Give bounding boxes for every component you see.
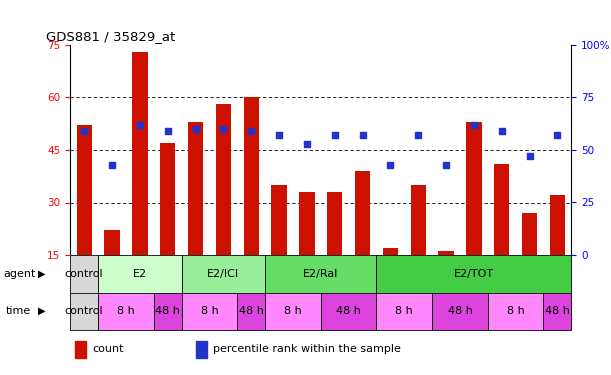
Text: GDS881 / 35829_at: GDS881 / 35829_at — [46, 30, 175, 43]
Bar — [411, 185, 426, 255]
Bar — [98, 292, 154, 330]
Text: 48 h: 48 h — [239, 306, 263, 316]
Bar — [75, 341, 86, 358]
Text: E2/TOT: E2/TOT — [454, 269, 494, 279]
Point — [79, 128, 89, 134]
Point — [163, 128, 172, 134]
Bar — [237, 292, 265, 330]
Bar — [382, 248, 398, 255]
Text: 8 h: 8 h — [117, 306, 135, 316]
Point — [525, 153, 535, 159]
Text: 8 h: 8 h — [395, 306, 413, 316]
Bar — [550, 195, 565, 255]
Point — [413, 132, 423, 138]
Point — [469, 122, 479, 128]
Bar — [321, 292, 376, 330]
Bar — [265, 292, 321, 330]
Text: 48 h: 48 h — [336, 306, 361, 316]
Text: 48 h: 48 h — [545, 306, 570, 316]
Bar — [543, 292, 571, 330]
Bar — [494, 164, 510, 255]
Text: 8 h: 8 h — [200, 306, 218, 316]
Bar — [244, 98, 259, 255]
Bar — [438, 252, 454, 255]
Point — [219, 126, 229, 132]
Bar — [132, 52, 147, 255]
Bar — [104, 231, 120, 255]
Point — [191, 126, 200, 132]
Text: E2/Ral: E2/Ral — [303, 269, 338, 279]
Point — [246, 128, 256, 134]
Bar — [70, 292, 98, 330]
Bar — [488, 292, 543, 330]
Text: time: time — [5, 306, 31, 316]
Text: ▶: ▶ — [38, 269, 45, 279]
Point — [330, 132, 340, 138]
Text: count: count — [93, 344, 124, 354]
Text: control: control — [65, 306, 103, 316]
Text: agent: agent — [3, 269, 35, 279]
Point — [107, 162, 117, 168]
Point — [357, 132, 367, 138]
Bar — [216, 105, 231, 255]
Bar — [522, 213, 537, 255]
Text: 8 h: 8 h — [284, 306, 302, 316]
Bar — [271, 185, 287, 255]
Text: ▶: ▶ — [38, 306, 45, 316]
Text: E2: E2 — [133, 269, 147, 279]
Bar — [188, 122, 203, 255]
Point — [386, 162, 395, 168]
Text: 48 h: 48 h — [155, 306, 180, 316]
Bar — [432, 292, 488, 330]
Bar — [160, 143, 175, 255]
Point — [274, 132, 284, 138]
Bar — [154, 292, 181, 330]
Bar — [181, 255, 265, 292]
Bar — [76, 126, 92, 255]
Bar — [181, 292, 237, 330]
Bar — [466, 122, 481, 255]
Text: control: control — [65, 269, 103, 279]
Bar — [355, 171, 370, 255]
Point — [497, 128, 507, 134]
Bar — [265, 255, 376, 292]
Text: 8 h: 8 h — [507, 306, 524, 316]
Bar — [196, 341, 207, 358]
Text: 48 h: 48 h — [447, 306, 472, 316]
Text: E2/ICI: E2/ICI — [207, 269, 240, 279]
Point — [302, 141, 312, 147]
Point — [441, 162, 451, 168]
Bar — [327, 192, 342, 255]
Bar — [299, 192, 315, 255]
Bar — [98, 255, 181, 292]
Point — [135, 122, 145, 128]
Bar — [70, 255, 98, 292]
Point — [552, 132, 562, 138]
Bar — [376, 292, 432, 330]
Text: percentile rank within the sample: percentile rank within the sample — [213, 344, 401, 354]
Bar — [376, 255, 571, 292]
